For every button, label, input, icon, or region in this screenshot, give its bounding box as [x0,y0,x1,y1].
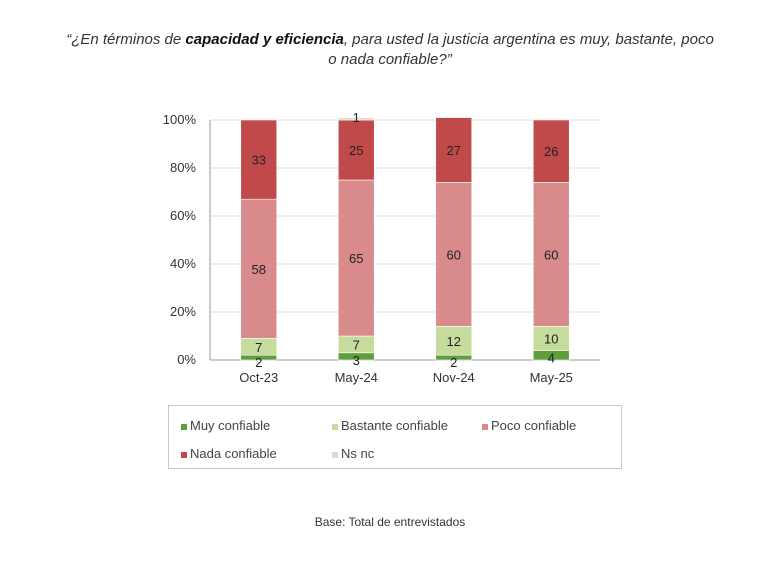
data-label-bastante: 12 [447,334,461,349]
y-tick-label: 60% [170,208,196,223]
data-label-muy: 4 [548,350,555,365]
stacked-bar-chart: 0%20%40%60%80%100%275833Oct-233765251May… [163,110,600,385]
x-tick-label: Nov-24 [433,370,475,385]
chart-title: “¿En términos de capacidad y eficiencia,… [0,30,780,70]
bar-segment-nada [532,119,570,183]
bar-segment-bastante [435,326,473,356]
title-line-2: o nada confiable?” [328,51,452,68]
y-tick-label: 80% [170,160,196,175]
y-tick-label: 40% [170,256,196,271]
x-tick-label: Oct-23 [239,370,278,385]
legend-label-poco: Poco confiable [491,418,577,433]
bar-segment-poco [240,198,278,339]
bar-segment-bastante [532,326,570,351]
bar-segment-nada [337,119,375,181]
data-label-muy: 3 [353,353,360,368]
bar-segment-nsnc [337,117,375,121]
bar-segment-nada [435,117,473,183]
y-tick-label: 100% [163,112,197,127]
legend-swatch-nada [181,451,187,458]
data-label-poco: 60 [544,247,558,262]
chart-legend: Muy confiable Bastante confiable Poco co… [168,405,622,469]
bar-segment-poco [532,182,570,327]
data-label-nada: 25 [349,143,363,158]
title-post: , para usted la justicia argentina es mu… [343,31,714,48]
base-note: Base: Total de entrevistados [314,515,466,529]
legend-item-nsnc: Ns nc [332,446,374,461]
bar-segment-nada [240,119,278,200]
data-label-nada: 27 [447,143,461,158]
legend-item-poco: Poco confiable [482,418,576,433]
data-label-nada: 26 [544,144,558,159]
data-label-poco: 60 [447,247,461,262]
legend-swatch-nsnc [332,451,338,458]
legend-item-nada: Nada confiable [181,446,277,461]
data-label-bastante: 7 [353,337,360,352]
data-label-poco: 58 [252,262,266,277]
legend-label-nsnc: Ns nc [341,446,375,461]
x-tick-label: May-24 [335,370,378,385]
legend-label-muy: Muy confiable [190,418,271,433]
data-label-muy: 2 [255,355,262,370]
data-label-bastante: 10 [544,331,558,346]
legend-item-bastante: Bastante confiable [332,418,448,433]
legend-swatch-poco [482,423,488,430]
bar-segment-poco [337,179,375,337]
legend-swatch-muy [181,423,187,430]
data-label-nada: 33 [252,153,266,168]
data-label-bastante: 7 [255,340,262,355]
data-label-muy: 2 [450,355,457,370]
data-label-poco: 65 [349,251,363,266]
y-tick-label: 0% [177,352,196,367]
y-tick-label: 20% [170,304,196,319]
data-label-nsnc: 1 [353,110,360,125]
title-bold: capacidad y eficiencia [185,31,344,48]
bar-segment-poco [435,182,473,327]
x-tick-label: May-25 [530,370,573,385]
legend-item-muy: Muy confiable [181,418,270,433]
title-pre: “¿En términos de [66,31,186,48]
legend-label-nada: Nada confiable [190,446,277,461]
legend-swatch-bastante [332,423,338,430]
title-line-1: “¿En términos de capacidad y eficiencia,… [0,30,780,50]
legend-label-bastante: Bastante confiable [341,418,448,433]
